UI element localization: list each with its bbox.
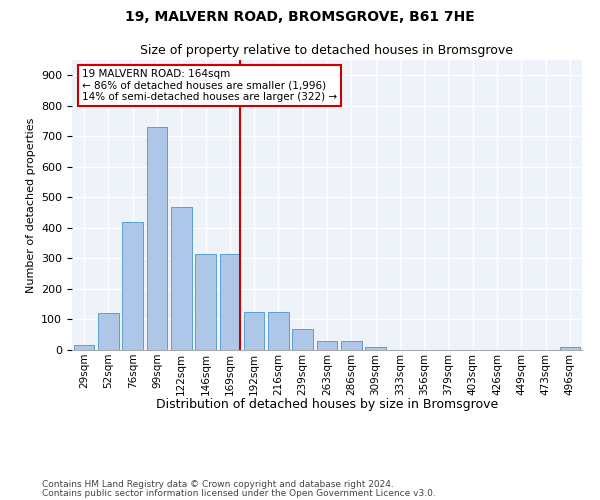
Text: Contains public sector information licensed under the Open Government Licence v3: Contains public sector information licen… (42, 488, 436, 498)
Bar (268, 312, 289, 350)
Text: 19, MALVERN ROAD, BROMSGROVE, B61 7HE: 19, MALVERN ROAD, BROMSGROVE, B61 7HE (125, 10, 475, 24)
Bar (244, 312, 265, 350)
Bar (74, 346, 94, 350)
Bar (317, 341, 337, 350)
Bar (146, 127, 167, 350)
Bar (292, 328, 313, 350)
Text: Contains HM Land Registry data © Crown copyright and database right 2024.: Contains HM Land Registry data © Crown c… (42, 480, 394, 489)
Bar (122, 222, 143, 350)
Bar (560, 347, 580, 350)
Bar (171, 206, 191, 350)
Bar (98, 314, 119, 350)
Bar (220, 254, 240, 350)
X-axis label: Distribution of detached houses by size in Bromsgrove: Distribution of detached houses by size … (156, 398, 498, 410)
Text: 19 MALVERN ROAD: 164sqm
← 86% of detached houses are smaller (1,996)
14% of semi: 19 MALVERN ROAD: 164sqm ← 86% of detache… (82, 68, 337, 102)
Bar (365, 347, 386, 350)
Bar (341, 341, 362, 350)
Title: Size of property relative to detached houses in Bromsgrove: Size of property relative to detached ho… (140, 44, 514, 58)
Y-axis label: Number of detached properties: Number of detached properties (26, 118, 35, 292)
Bar (195, 254, 216, 350)
